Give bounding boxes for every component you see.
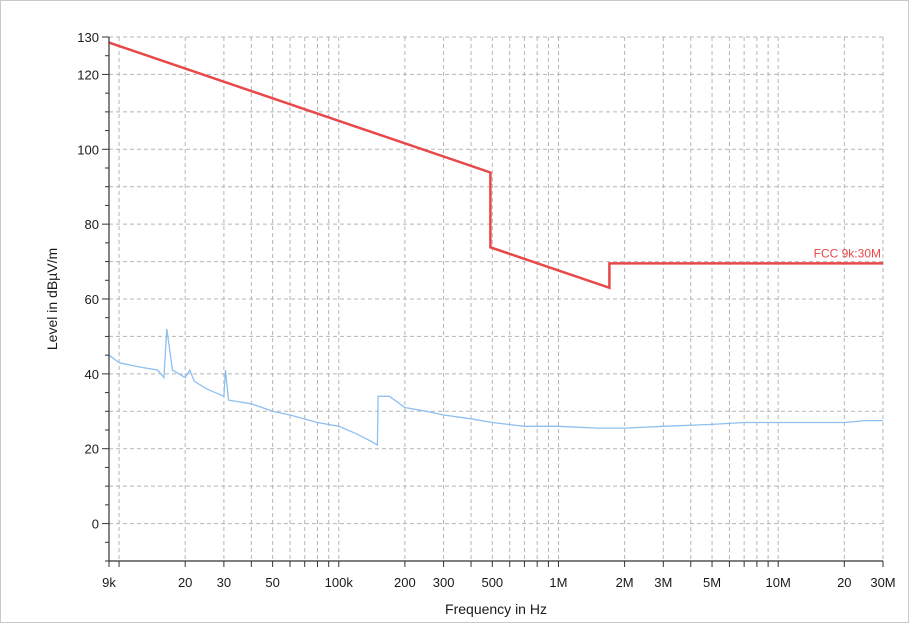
x-tick-label: 200 bbox=[394, 575, 416, 590]
measurement-trace bbox=[108, 328, 883, 447]
x-tick-label: 20 bbox=[837, 575, 851, 590]
minor-ticks bbox=[102, 36, 884, 567]
x-tick-label: 10M bbox=[766, 575, 791, 590]
x-tick-label: 30M bbox=[870, 575, 895, 590]
x-tick-label: 20 bbox=[178, 575, 192, 590]
axes bbox=[108, 37, 883, 562]
y-tick-label: 60 bbox=[85, 292, 99, 307]
x-tick-label: 2M bbox=[616, 575, 634, 590]
x-tick-label: 50 bbox=[265, 575, 279, 590]
x-tick-label: 3M bbox=[654, 575, 672, 590]
y-tick-label: 120 bbox=[77, 67, 99, 82]
x-tick-label: 300 bbox=[433, 575, 455, 590]
x-tick-label: 30 bbox=[217, 575, 231, 590]
y-tick-label: 80 bbox=[85, 217, 99, 232]
y-tick-label: 0 bbox=[92, 517, 99, 532]
y-tick-label: 20 bbox=[85, 442, 99, 457]
limit-line-label: FCC 9k:30M bbox=[814, 246, 881, 260]
y-tick-label: 130 bbox=[77, 30, 99, 45]
grid bbox=[109, 36, 884, 561]
x-axis-title: Frequency in Hz bbox=[445, 601, 547, 617]
y-tick-label: 40 bbox=[85, 367, 99, 382]
x-tick-label: 500 bbox=[481, 575, 503, 590]
x-tick-label: 9k bbox=[102, 575, 116, 590]
series bbox=[108, 41, 883, 447]
y-tick-label: 100 bbox=[77, 142, 99, 157]
x-tick-label: 5M bbox=[703, 575, 721, 590]
x-tick-label: 100k bbox=[325, 575, 354, 590]
y-axis-title: Level in dBµV/m bbox=[44, 248, 60, 350]
limit-line bbox=[108, 41, 883, 290]
x-tick-label: 1M bbox=[549, 575, 567, 590]
